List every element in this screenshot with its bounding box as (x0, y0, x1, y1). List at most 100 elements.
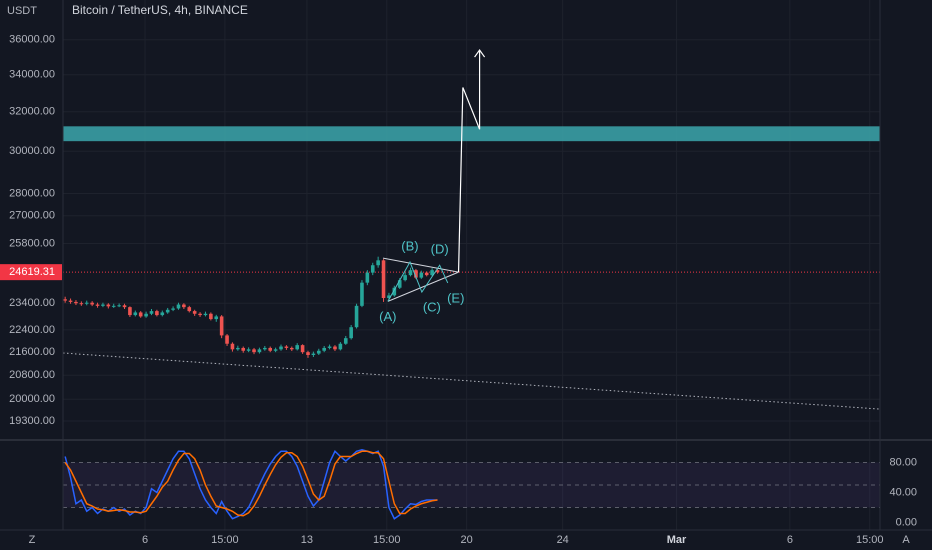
y-tick-label: 32000.00 (9, 106, 55, 118)
candle-body (182, 304, 186, 308)
x-tick-label: 24 (557, 534, 569, 546)
timezone-button[interactable]: Z (29, 534, 36, 546)
candle-body (90, 302, 94, 305)
candle-body (376, 260, 380, 266)
x-tick-label: Mar (667, 534, 687, 546)
candle-body (360, 282, 364, 306)
candle-body (84, 302, 89, 304)
candle-body (327, 346, 332, 348)
candle-body (79, 303, 84, 305)
y2-tick-label: 40.00 (889, 486, 917, 498)
candle-body (295, 345, 299, 350)
candle-body (381, 260, 386, 299)
candle-body (252, 349, 256, 353)
candle-body (138, 312, 143, 317)
y2-tick-label: 0.00 (896, 516, 917, 528)
stoch-line (64, 450, 438, 517)
trendline (62, 352, 881, 410)
candle-body (349, 327, 353, 339)
candle-body (273, 349, 278, 351)
arrow-head (474, 49, 486, 58)
candle-body (122, 305, 127, 308)
currency-label: USDT (7, 5, 37, 17)
candle-body (149, 311, 154, 314)
candle-body (397, 280, 402, 288)
candle-body (316, 350, 321, 354)
y-tick-label: 36000.00 (9, 34, 55, 46)
candle-body (165, 309, 170, 313)
candle-body (392, 287, 397, 296)
y-tick-label: 19300.00 (9, 415, 55, 427)
candle-body (95, 304, 100, 306)
triangle-lower (387, 271, 459, 302)
candle-body (263, 347, 267, 350)
candle-body (144, 313, 148, 317)
x-tick-label: 15:00 (211, 534, 239, 546)
candle-body (424, 272, 429, 276)
y-tick-label: 34000.00 (9, 69, 55, 81)
candle-body (408, 270, 413, 276)
candle-body (68, 300, 73, 302)
candle-body (414, 270, 418, 278)
candle-body (241, 347, 246, 351)
candle-body (435, 270, 440, 273)
wave-label: (C) (423, 300, 441, 315)
candle-body (176, 304, 181, 309)
x-tick-label: 6 (787, 534, 793, 546)
candle-body (430, 270, 434, 276)
candle-body (279, 346, 283, 350)
candle-body (203, 313, 208, 316)
candle-body (300, 345, 305, 353)
triangle-upper (382, 257, 459, 273)
candle-body (133, 312, 138, 316)
projection-path (457, 50, 481, 273)
candle-body (290, 347, 294, 350)
wave-label: (A) (379, 309, 396, 324)
candle-body (370, 265, 375, 273)
candle-body (387, 295, 391, 299)
candle-body (246, 349, 251, 351)
plot-layer: (A) (B) (C) (D) (E) (62, 0, 881, 530)
candle-body (225, 335, 229, 344)
candle-body (63, 299, 67, 301)
candle-body (187, 307, 192, 312)
candle-body (155, 311, 159, 316)
candle-body (419, 272, 424, 278)
candle-body (128, 307, 132, 316)
candle-body (117, 305, 121, 307)
candle-body (106, 304, 111, 307)
x-tick-label: 15:00 (856, 534, 884, 546)
candle-body (306, 352, 310, 356)
candle-body (160, 312, 165, 316)
y2-tick-label: 80.00 (889, 456, 917, 468)
candle-body (111, 305, 116, 307)
candle-body (403, 275, 407, 281)
y-tick-label: 23400.00 (9, 297, 55, 309)
candle-body (101, 304, 105, 306)
y-tick-label: 28000.00 (9, 187, 55, 199)
candle-body (354, 305, 359, 328)
candle-body (257, 349, 262, 353)
y-tick-label: 20000.00 (9, 393, 55, 405)
candle-body (171, 308, 175, 310)
auto-scale-button[interactable]: A (902, 534, 910, 546)
wave-path (387, 260, 449, 302)
candle-body (230, 343, 235, 350)
candle-body (209, 313, 213, 320)
last-price-box (0, 264, 62, 281)
y-tick-label: 22400.00 (9, 324, 55, 336)
wave-label: (B) (401, 238, 418, 253)
last-price-label: 24619.31 (9, 266, 55, 278)
y-tick-label: 20800.00 (9, 369, 55, 381)
y-tick-label: 30000.00 (9, 145, 55, 157)
wave-label: (D) (431, 242, 449, 257)
candle-body (338, 343, 343, 350)
wave-label: (E) (447, 290, 464, 305)
candle-body (311, 353, 316, 356)
x-tick-label: 20 (461, 534, 473, 546)
candle-body (268, 347, 273, 351)
candle-body (236, 347, 240, 350)
y-tick-label: 27000.00 (9, 210, 55, 222)
candle-body (322, 347, 326, 351)
